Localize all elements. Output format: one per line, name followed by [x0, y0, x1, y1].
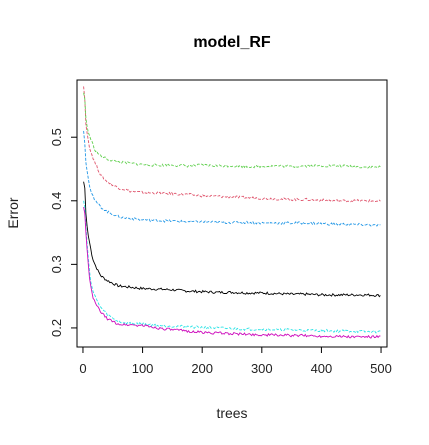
series-line-6 [83, 207, 381, 339]
series-line-3 [83, 92, 381, 169]
series-line-4 [83, 130, 381, 227]
series-line-5 [83, 200, 381, 334]
x-tick-label: 500 [370, 361, 392, 376]
y-tick-label: 0.4 [49, 192, 64, 210]
series-line-1 [83, 181, 381, 298]
x-tick-label: 300 [251, 361, 273, 376]
x-tick-label: 0 [79, 361, 86, 376]
x-axis: 0 100 200 300 400 500 [79, 347, 392, 376]
series-line-2 [83, 86, 381, 203]
x-tick-label: 400 [311, 361, 333, 376]
y-axis: 0.2 0.3 0.4 0.5 [49, 128, 77, 337]
y-tick-label: 0.3 [49, 255, 64, 273]
y-tick-label: 0.2 [49, 319, 64, 337]
y-tick-label: 0.5 [49, 128, 64, 146]
series-layer [83, 86, 381, 339]
x-tick-label: 100 [132, 361, 154, 376]
y-axis-label: Error [5, 197, 21, 228]
x-tick-label: 200 [191, 361, 213, 376]
x-axis-label: trees [216, 405, 247, 421]
chart-title: model_RF [193, 34, 271, 51]
plot-frame [76, 79, 388, 348]
